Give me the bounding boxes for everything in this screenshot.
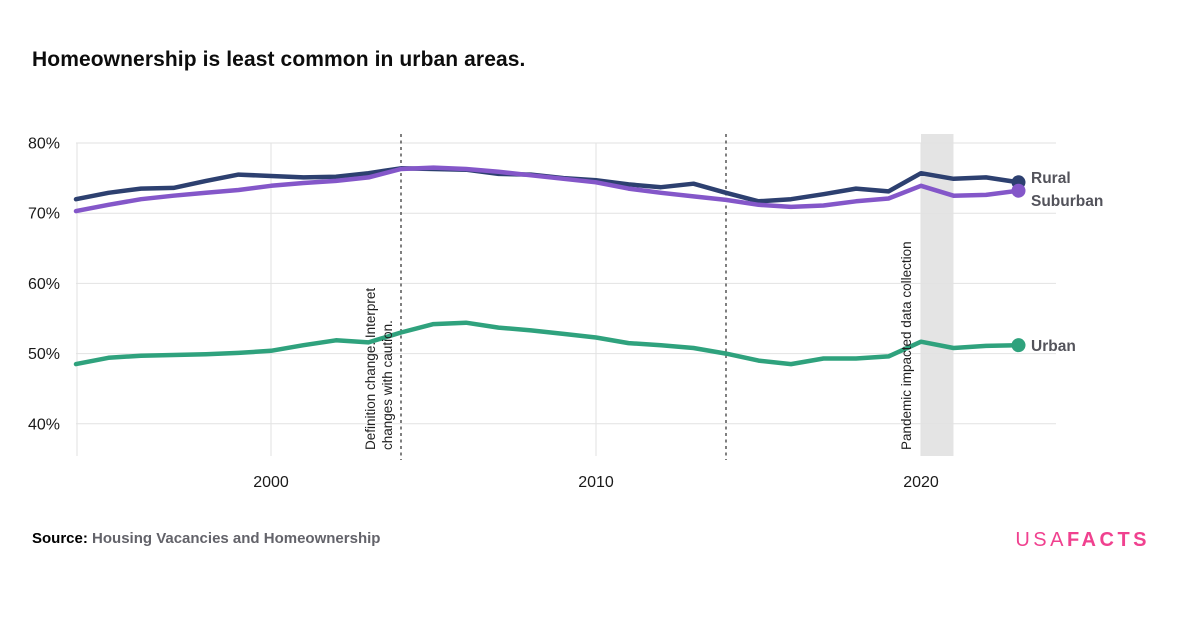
line-urban xyxy=(73,320,1021,367)
annotation-definition-change-line1: Definition change. Interpret xyxy=(363,288,378,450)
legend-label-rural: Rural xyxy=(1031,170,1071,187)
x-tick-label: 2000 xyxy=(253,474,289,491)
y-axis-tick-labels: 80% 70% 60% 50% 40% xyxy=(28,136,60,434)
usafacts-logo: USAFACTS xyxy=(1015,529,1150,552)
line-suburban xyxy=(73,165,1021,214)
legend: Rural Suburban Urban xyxy=(1031,170,1103,355)
legend-label-suburban: Suburban xyxy=(1031,193,1103,210)
annotation-pandemic: Pandemic impacted data collection xyxy=(899,241,914,450)
pandemic-shaded-band xyxy=(921,134,954,456)
end-dot-suburban xyxy=(1011,183,1026,198)
x-axis-tick-labels: 2000 2010 2020 xyxy=(253,474,939,491)
y-tick-label: 40% xyxy=(28,416,60,433)
line-rural xyxy=(73,166,1021,204)
y-tick-label: 70% xyxy=(28,206,60,223)
series-lines xyxy=(73,165,1026,367)
annotation-definition-change-line2: changes with caution. xyxy=(380,320,395,450)
x-tick-label: 2020 xyxy=(903,474,939,491)
y-tick-label: 80% xyxy=(28,136,60,153)
legend-label-urban: Urban xyxy=(1031,338,1076,355)
end-dot-urban xyxy=(1011,338,1026,353)
source-row: Source: Housing Vacancies and Homeowners… xyxy=(32,530,380,547)
y-tick-label: 50% xyxy=(28,346,60,363)
source-label: Source: xyxy=(32,530,88,547)
x-tick-label: 2010 xyxy=(578,474,614,491)
logo-facts: FACTS xyxy=(1066,529,1150,551)
source-text: Housing Vacancies and Homeownership xyxy=(92,530,381,547)
definition-change-dashed-lines xyxy=(400,134,727,460)
logo-usa: USA xyxy=(1015,529,1067,551)
page-title: Homeownership is least common in urban a… xyxy=(32,48,526,71)
y-tick-label: 60% xyxy=(28,276,60,293)
